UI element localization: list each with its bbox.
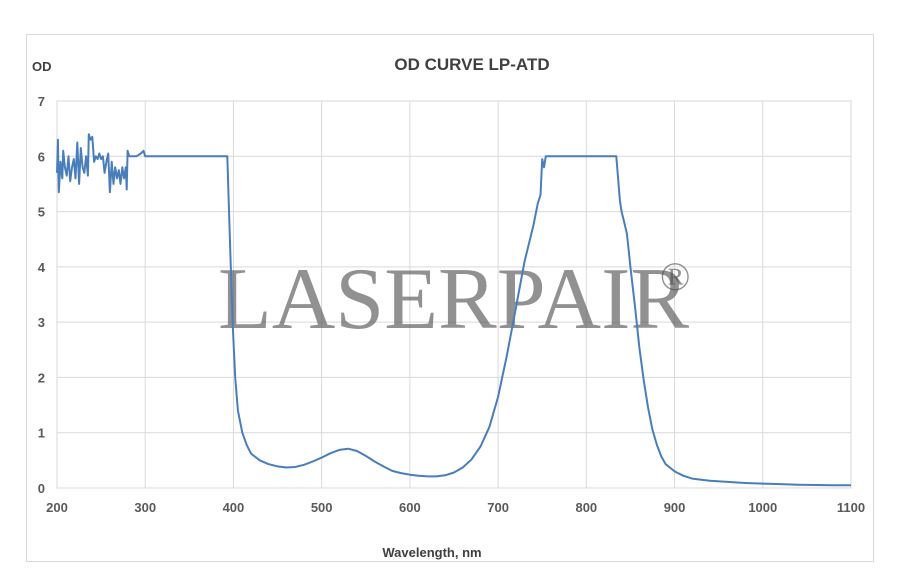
x-tick-label: 700 [487,500,509,515]
y-tick-label: 7 [38,94,45,109]
watermark-registered-mark: ® [660,254,690,299]
x-tick-label: 800 [575,500,597,515]
x-axis-label: Wavelength, nm [382,545,481,560]
x-tick-label: 200 [46,500,68,515]
y-tick-label: 6 [38,149,45,164]
x-tick-label: 300 [134,500,156,515]
x-tick-label: 600 [399,500,421,515]
x-tick-labels: 200 300 400 500 600 700 800 900 1000 1100 [46,500,865,515]
x-tick-label: 500 [311,500,333,515]
x-tick-label: 900 [664,500,686,515]
y-tick-label: 0 [38,481,45,496]
chart-title: OD CURVE LP-ATD [394,55,549,74]
y-tick-labels: 0 1 2 3 4 5 6 7 [38,94,46,496]
x-tick-label: 1000 [748,500,777,515]
y-tick-label: 2 [38,370,45,385]
plot-area-border [56,100,852,489]
x-tick-label: 1100 [837,500,865,515]
y-tick-label: 5 [38,205,45,220]
y-tick-label: 4 [38,260,46,275]
y-tick-label: 1 [38,426,45,441]
y-tick-label: 3 [38,315,45,330]
watermark-text: LASERPAIR [218,251,689,348]
x-tick-label: 400 [223,500,245,515]
y-axis-label: OD [32,59,52,74]
series-line [56,133,851,487]
